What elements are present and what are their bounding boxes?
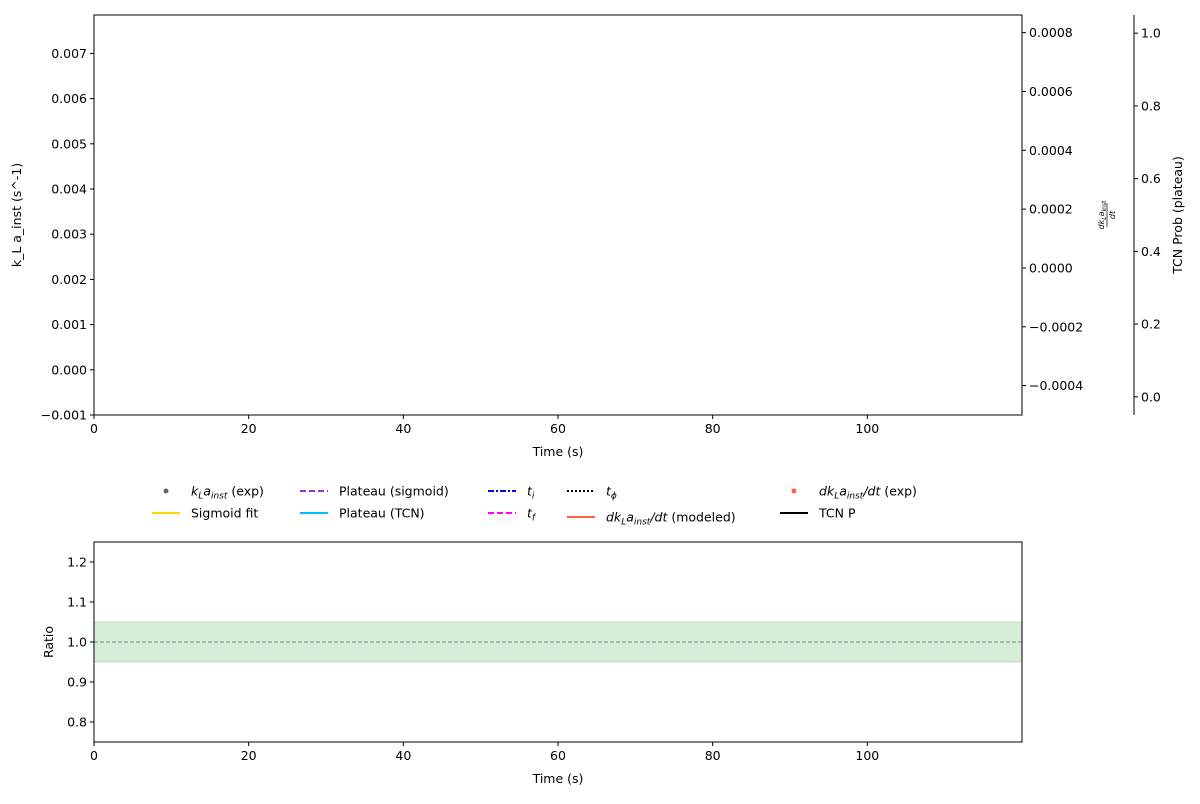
bottom-ytick-label: 1.1 <box>67 595 87 610</box>
tertiary-ytick-label: 0.0 <box>1141 389 1161 404</box>
top-left-ytick-label: 0.005 <box>51 136 87 151</box>
legend-label: ti <box>527 484 535 502</box>
secondary-ytick-label: 0.0006 <box>1029 84 1073 99</box>
top-axes-frame <box>93 14 1023 416</box>
secondary-ytick-label: 0.0008 <box>1029 25 1073 40</box>
secondary-ytick-label: 0.0000 <box>1029 260 1073 275</box>
secondary-ytick-label: −0.0002 <box>1029 319 1083 334</box>
legend-marker <box>791 488 797 494</box>
top-xtick-label: 80 <box>705 421 721 436</box>
legend-entry: TCN P <box>780 506 856 521</box>
legend-label: tϕ <box>606 484 617 502</box>
svg-text:dkLainst: dkLainst <box>1097 200 1108 230</box>
bottom-xtick-label: 80 <box>705 748 721 763</box>
legend-entry: kLainst (exp) <box>163 484 264 502</box>
top-left-ytick-label: 0.007 <box>51 46 87 61</box>
bottom-xlabel: Time (s) <box>532 771 584 786</box>
legend-entry: Sigmoid fit <box>152 506 258 521</box>
bottom-xtick-label: 40 <box>395 748 411 763</box>
bottom-ylabel: Ratio <box>41 626 56 658</box>
top-xtick-label: 0 <box>90 421 98 436</box>
bottom-xtick-label: 60 <box>550 748 566 763</box>
legend-entry: dkLainst/dt (exp) <box>791 484 917 502</box>
bottom-xtick-label: 100 <box>855 748 879 763</box>
top-xtick-label: 100 <box>855 421 879 436</box>
top-xtick-label: 40 <box>395 421 411 436</box>
top-left-ytick-label: −0.001 <box>41 408 87 423</box>
secondary-ytick-label: −0.0004 <box>1029 378 1083 393</box>
top-left-ytick-label: 0.001 <box>51 317 87 332</box>
legend-label: dkLainst/dt (modeled) <box>606 510 736 528</box>
secondary-ytick-label: 0.0004 <box>1029 143 1073 158</box>
legend-label: Plateau (sigmoid) <box>339 484 449 499</box>
top-xtick-label: 60 <box>550 421 566 436</box>
legend: kLainst (exp) Sigmoid fit Plateau (sigmoid… <box>152 484 917 528</box>
legend-label: Plateau (TCN) <box>339 506 425 521</box>
top-left-ytick-label: 0.002 <box>51 272 87 287</box>
secondary-ytick-label: 0.0002 <box>1029 202 1073 217</box>
tertiary-ytick-label: 0.6 <box>1141 171 1161 186</box>
top-ylabel: k_L a_inst (s^-1) <box>9 163 24 267</box>
top-left-ytick-label: 0.006 <box>51 91 87 106</box>
legend-entry: dkLainst/dt (modeled) <box>567 510 736 528</box>
legend-entry: tϕ <box>567 484 617 502</box>
tertiary-ytick-label: 1.0 <box>1141 26 1161 41</box>
legend-entry: Plateau (TCN) <box>300 506 425 521</box>
bottom-ytick-label: 0.9 <box>67 675 87 690</box>
svg-text:dt: dt <box>1108 210 1117 219</box>
top-left-ytick-label: 0.003 <box>51 227 87 242</box>
bottom-ytick-label: 1.2 <box>67 555 87 570</box>
bottom-ytick-label: 1.0 <box>67 635 87 650</box>
legend-label: dkLainst/dt (exp) <box>819 484 917 502</box>
top-xtick-label: 20 <box>241 421 257 436</box>
tertiary-ytick-label: 0.8 <box>1141 98 1161 113</box>
legend-entry: ti <box>488 484 535 502</box>
top-left-ytick-label: 0.000 <box>51 362 87 377</box>
tertiary-ytick-label: 0.4 <box>1141 244 1161 259</box>
legend-marker <box>163 488 169 494</box>
tertiary-ytick-label: 0.2 <box>1141 317 1161 332</box>
legend-label: kLainst (exp) <box>191 484 264 502</box>
legend-label: Sigmoid fit <box>191 506 258 521</box>
tertiary-ylabel: TCN Prob (plateau) <box>1170 156 1185 275</box>
bottom-xtick-label: 0 <box>90 748 98 763</box>
legend-entry: Plateau (sigmoid) <box>300 484 449 499</box>
legend-entry: tf <box>488 506 537 524</box>
bottom-xtick-label: 20 <box>241 748 257 763</box>
top-xlabel: Time (s) <box>532 444 584 459</box>
top-left-ytick-label: 0.004 <box>51 182 87 197</box>
legend-label: TCN P <box>818 506 856 521</box>
legend-label: tf <box>527 506 537 524</box>
bottom-ytick-label: 0.8 <box>67 715 87 730</box>
